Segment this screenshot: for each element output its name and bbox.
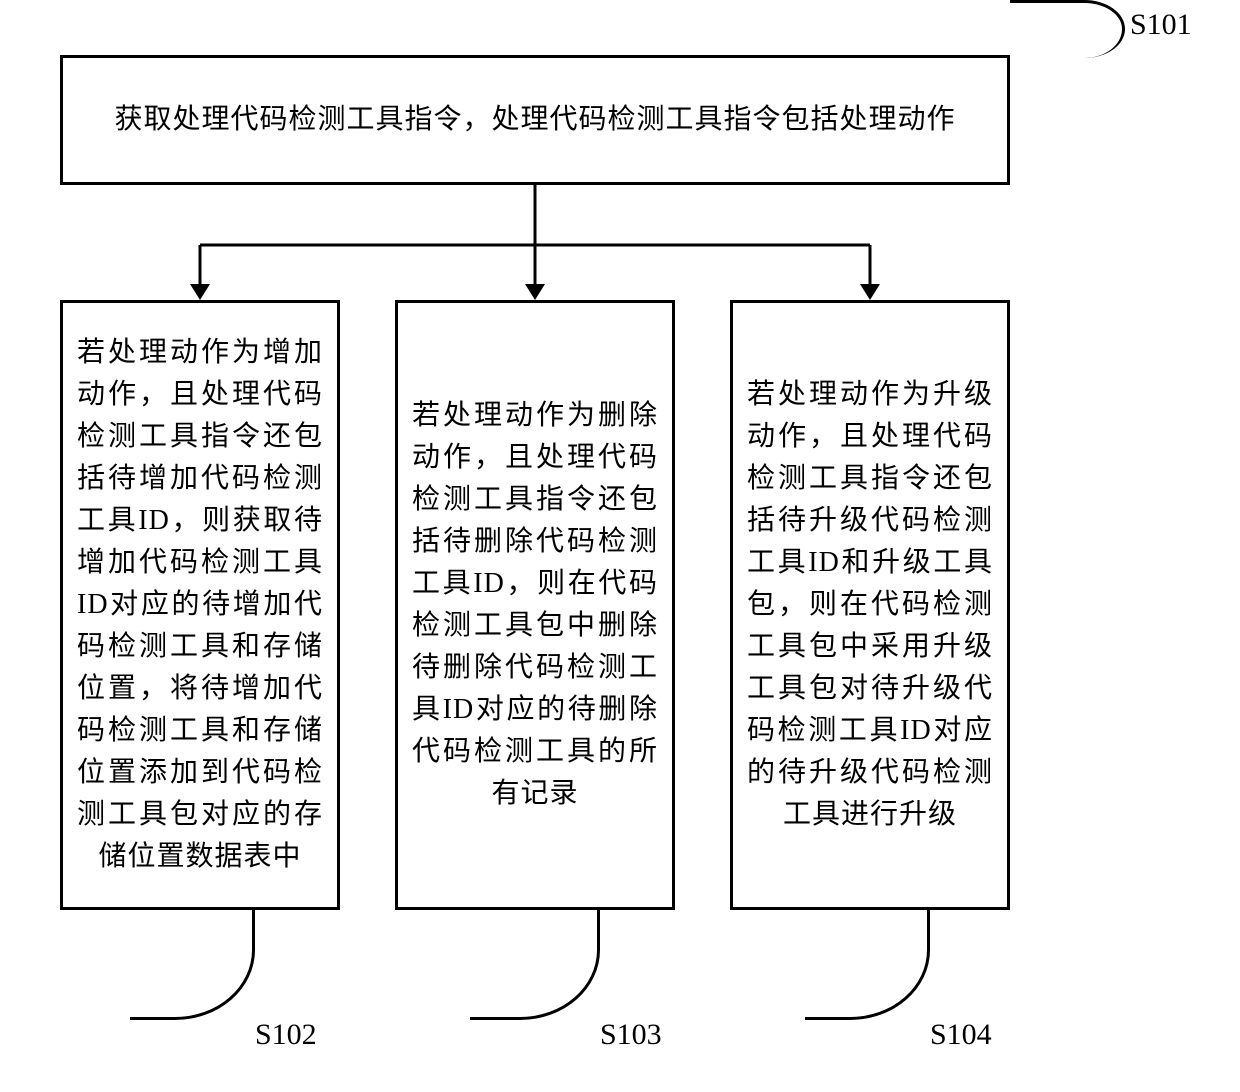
node-s101-text: 获取处理代码检测工具指令，处理代码检测工具指令包括处理动作 <box>114 99 955 141</box>
node-s104-text: 若处理动作为升级动作，且处理代码检测工具指令还包括待升级代码检测工具ID和升级工… <box>747 374 993 836</box>
label-s104: S104 <box>930 1018 992 1052</box>
callout-s101 <box>1010 0 1125 58</box>
callout-s103 <box>470 910 600 1020</box>
node-s103-text: 若处理动作为删除动作，且处理代码检测工具指令还包括待删除代码检测工具ID，则在代… <box>412 395 658 815</box>
node-s101: 获取处理代码检测工具指令，处理代码检测工具指令包括处理动作 <box>60 55 1010 185</box>
label-s101: S101 <box>1130 8 1192 42</box>
flowchart-canvas: 获取处理代码检测工具指令，处理代码检测工具指令包括处理动作 若处理动作为增加动作… <box>0 0 1240 1092</box>
callout-s104 <box>805 910 930 1020</box>
node-s102: 若处理动作为增加动作，且处理代码检测工具指令还包括待增加代码检测工具ID，则获取… <box>60 300 340 910</box>
callout-s102 <box>130 910 255 1020</box>
node-s104: 若处理动作为升级动作，且处理代码检测工具指令还包括待升级代码检测工具ID和升级工… <box>730 300 1010 910</box>
node-s103: 若处理动作为删除动作，且处理代码检测工具指令还包括待删除代码检测工具ID，则在代… <box>395 300 675 910</box>
label-s103: S103 <box>600 1018 662 1052</box>
node-s102-text: 若处理动作为增加动作，且处理代码检测工具指令还包括待增加代码检测工具ID，则获取… <box>77 332 323 878</box>
label-s102: S102 <box>255 1018 317 1052</box>
